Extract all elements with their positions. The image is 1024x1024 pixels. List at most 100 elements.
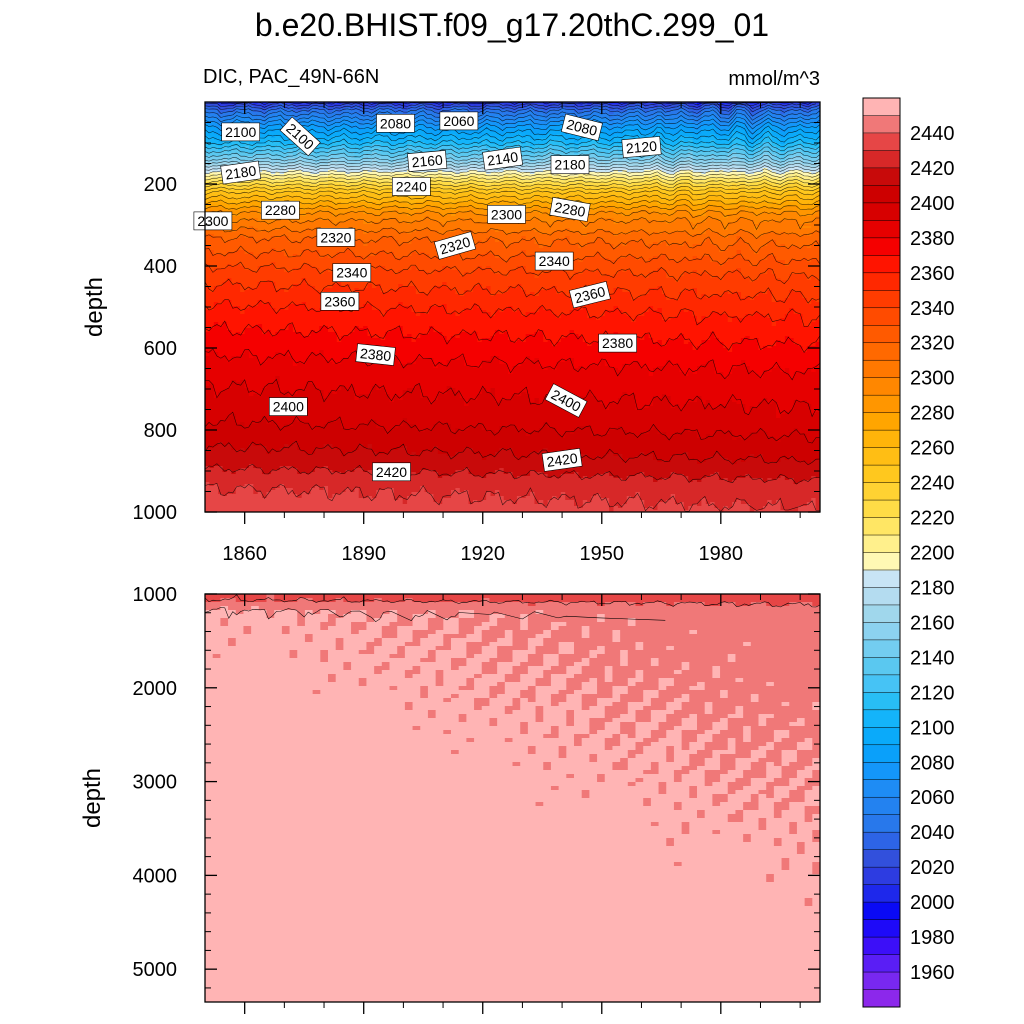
contour-fill-cell	[407, 140, 413, 143]
contour-fill-cell	[617, 368, 623, 371]
contour-fill-cell	[683, 258, 689, 261]
contour-fill-cell	[354, 252, 377, 255]
contour-fill-cell	[205, 268, 210, 271]
contour-fill-cell	[732, 372, 755, 375]
contour-fill-cell	[459, 394, 478, 397]
contour-fill-cell	[262, 362, 294, 365]
contour-fill-cell	[613, 170, 619, 173]
contour-fill-cell	[393, 228, 426, 231]
contour-fill-cell	[218, 356, 224, 359]
contour-fill-cell	[402, 108, 408, 111]
contour-fill-cell	[301, 176, 329, 179]
contour-fill-cell	[376, 188, 386, 191]
contour-fill-cell	[310, 150, 329, 153]
contour-fill-cell	[288, 236, 307, 239]
contour-fill-cell	[231, 386, 246, 389]
contour-fill-cell	[705, 182, 746, 185]
contour-fill-cell	[358, 104, 377, 107]
contour-fill-cell	[723, 202, 738, 205]
contour-fill-cell	[802, 158, 820, 161]
contour-fill-cell	[578, 102, 584, 105]
contour-fill-cell	[218, 210, 224, 213]
contour-fill-cell	[661, 254, 667, 257]
contour-fill-cell	[508, 286, 514, 289]
contour-fill-cell	[679, 112, 685, 115]
contour-fill-cell	[538, 244, 553, 247]
contour-fill-cell	[205, 362, 259, 365]
contour-fill-cell	[319, 156, 355, 159]
contour-fill-cell	[714, 140, 733, 143]
contour-fill-cell	[499, 358, 527, 361]
contour-fill-cell	[758, 250, 820, 253]
contour-fill-cell	[235, 420, 263, 423]
contour-fill-cell	[472, 304, 478, 307]
contour-fill-cell	[226, 142, 232, 145]
contour-fill-cell	[661, 146, 681, 149]
contour-fill-cell	[692, 126, 702, 129]
contour-fill-cell	[771, 184, 786, 187]
contour-fill-cell	[508, 290, 527, 293]
contour-fill-cell	[811, 110, 820, 113]
contour-fill-cell	[534, 272, 544, 275]
contour-fill-cell	[697, 294, 702, 297]
contour-fill-cell	[802, 110, 812, 113]
contour-fill-cell	[574, 110, 584, 113]
contour-fill-cell	[639, 364, 667, 367]
contour-fill-cell	[556, 342, 588, 345]
contour-fill-cell	[446, 360, 465, 363]
contour-fill-cell	[332, 220, 347, 223]
contour-fill-cell	[306, 384, 316, 387]
contour-fill-cell	[745, 406, 751, 409]
contour-fill-cell	[442, 106, 452, 109]
contour-fill-cell	[582, 336, 601, 339]
contour-fill-cell	[670, 194, 681, 197]
contour-fill-cell	[613, 154, 619, 157]
contour-fill-cell	[705, 198, 724, 201]
contour-fill-cell	[407, 214, 413, 217]
contour-fill-cell	[349, 116, 377, 119]
contour-fill-cell	[205, 112, 210, 115]
contour-fill-cell	[205, 266, 210, 269]
contour-fill-cell	[376, 208, 382, 211]
contour-fill-cell	[582, 114, 610, 117]
contour-fill-cell	[613, 222, 619, 225]
contour-fill-cell	[670, 214, 694, 217]
contour-fill-cell	[393, 174, 413, 177]
contour-fill-cell	[749, 244, 768, 247]
contour-fill-cell	[218, 420, 237, 423]
contour-fill-cell	[705, 166, 746, 169]
contour-fill-cell	[284, 192, 303, 195]
contour-fill-cell	[284, 178, 312, 181]
contour-fill-cell	[574, 148, 579, 151]
contour-fill-cell	[481, 114, 505, 117]
contour-fill-cell	[468, 190, 474, 193]
contour-fill-cell	[468, 176, 478, 179]
contour-fill-cell	[385, 268, 413, 271]
contour-fill-cell	[811, 404, 820, 407]
contour-fill-cell	[398, 302, 404, 305]
contour-fill-cell	[569, 236, 724, 239]
contour-fill-cell	[595, 202, 619, 205]
contour-fill-cell	[248, 394, 254, 397]
contour-fill-cell	[697, 366, 716, 369]
contour-fill-cell	[679, 130, 685, 133]
contour-fill-cell	[363, 168, 382, 171]
contour-fill-cell	[415, 140, 421, 143]
contour-fill-cell	[692, 256, 698, 259]
contour-fill-cell	[490, 116, 496, 119]
contour-fill-cell	[626, 124, 632, 127]
contour-fill-cell	[345, 174, 364, 177]
contour-fill-cell	[762, 134, 773, 137]
contour-fill-cell	[661, 314, 681, 317]
contour-fill-cell	[222, 284, 241, 287]
contour-fill-cell	[762, 206, 768, 209]
contour-fill-cell	[613, 140, 623, 143]
contour-fill-cell	[490, 142, 505, 145]
contour-fill-cell	[710, 158, 716, 161]
contour-fill-cell	[301, 188, 320, 191]
contour-fill-cell	[600, 218, 615, 221]
contour-fill-cell	[284, 252, 303, 255]
contour-fill-cell	[319, 188, 347, 191]
contour-fill-cell	[776, 142, 782, 145]
